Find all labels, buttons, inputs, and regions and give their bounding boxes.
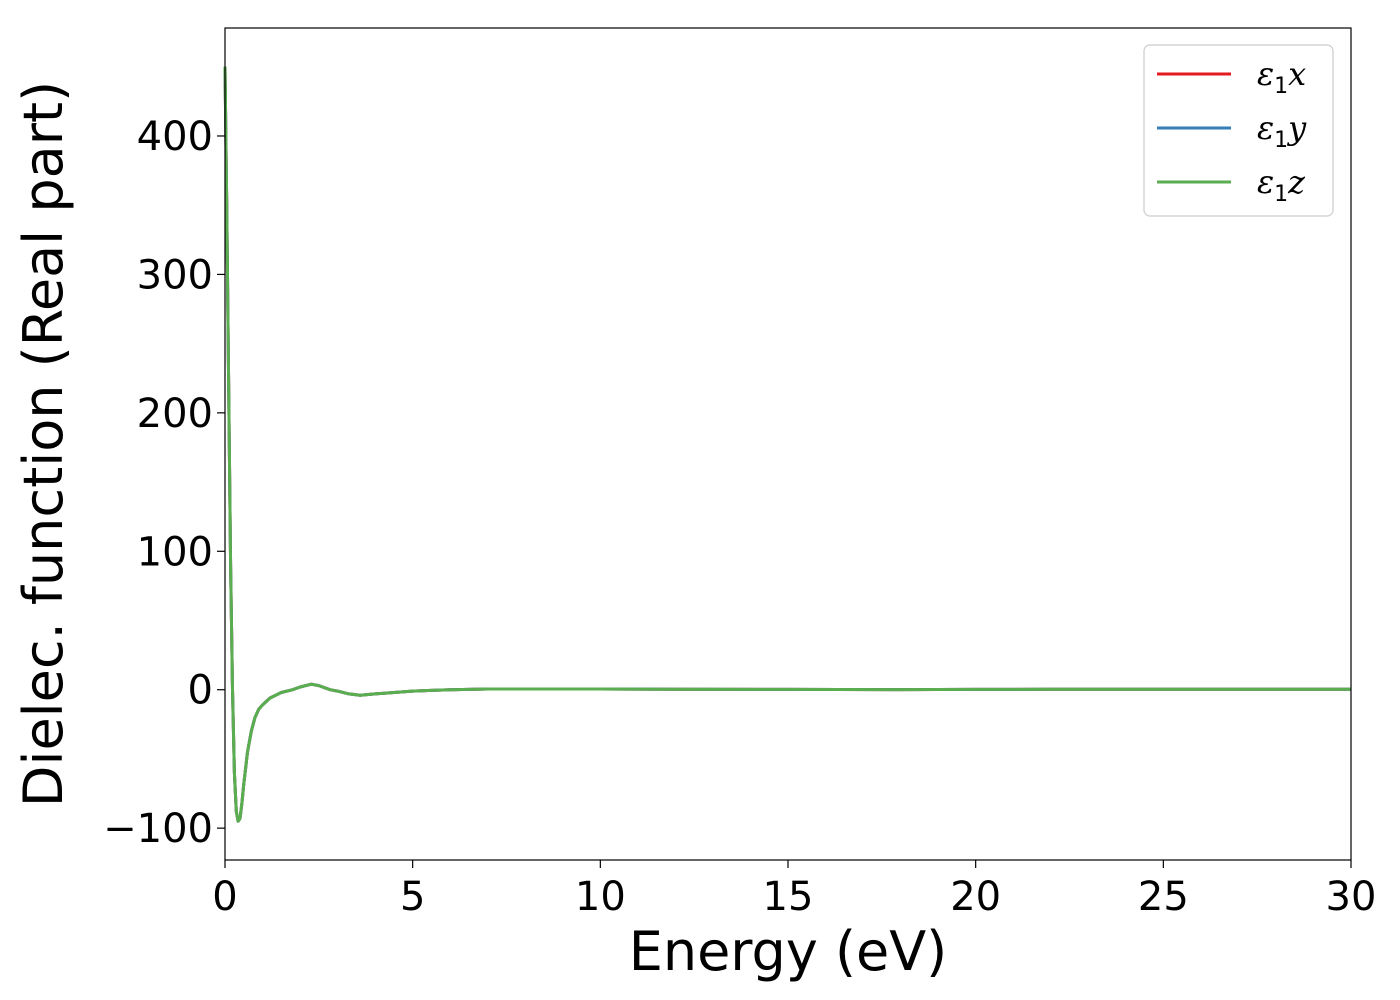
legend-subscript: 1 [1274, 182, 1288, 207]
x-axis-label: Energy (eV) [629, 920, 948, 983]
series-layer [223, 66, 1351, 823]
y-tick-label: −100 [103, 806, 213, 852]
x-tick-label: 5 [400, 874, 425, 920]
y-tick-label: 0 [188, 668, 213, 714]
x-axis-ticks: 0 5 10 15 20 25 30 [212, 860, 1376, 920]
legend-label-y: ε1y [1257, 109, 1307, 153]
series-line-z [223, 66, 1351, 823]
y-axis-label: Dielec. function (Real part) [12, 81, 75, 807]
legend-axis-letter: y [1286, 109, 1307, 147]
legend-symbol: ε [1257, 109, 1274, 147]
x-tick-label: 30 [1326, 874, 1377, 920]
y-tick-label: 400 [137, 114, 213, 160]
y-axis-ticks: −100 0 100 200 300 400 [103, 114, 225, 852]
legend-box [1143, 44, 1334, 217]
legend-symbol: ε [1257, 55, 1274, 93]
x-tick-label: 0 [212, 874, 237, 920]
y-tick-label: 300 [137, 252, 213, 298]
legend-label-z: ε1z [1257, 163, 1306, 207]
legend-axis-letter: x [1288, 55, 1306, 93]
y-tick-label: 200 [137, 391, 213, 437]
legend-label-x: ε1x [1257, 55, 1306, 99]
legend-axis-letter: z [1287, 163, 1306, 201]
legend-subscript: 1 [1274, 128, 1288, 153]
x-tick-label: 20 [950, 874, 1001, 920]
x-tick-label: 15 [763, 874, 814, 920]
y-tick-label: 100 [137, 529, 213, 575]
legend-subscript: 1 [1274, 74, 1288, 99]
x-tick-label: 10 [575, 874, 626, 920]
legend-symbol: ε [1257, 163, 1274, 201]
x-tick-label: 25 [1138, 874, 1189, 920]
